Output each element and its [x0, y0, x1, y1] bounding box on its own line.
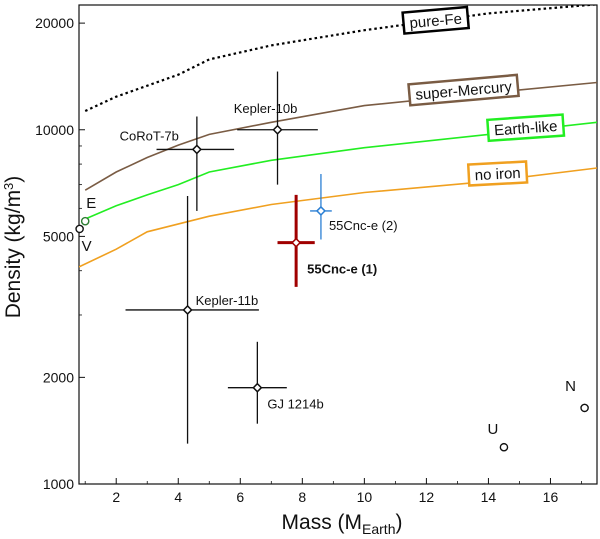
x-tick-label-6: 6: [236, 489, 244, 505]
solar-planet-v-marker: [75, 224, 84, 234]
y-tick-label-1000: 1000: [43, 476, 74, 492]
marker-corot-7b: [191, 144, 202, 155]
curve-label-box-pure-fe: [401, 5, 471, 35]
planet-55cnc-e-2: 55Cnc-e (2): [310, 174, 398, 240]
solar-planet-n: N: [565, 378, 589, 413]
label-55cnc-e-2: 55Cnc-e (2): [329, 218, 398, 233]
solar-planet-n-label: N: [565, 378, 576, 395]
curve-label-text-pure-fe: pure-Fe: [409, 11, 463, 33]
marker-kepler-11b: [182, 304, 193, 315]
x-axis-title: Mass (MEarth): [282, 511, 403, 537]
x-tick-label-12: 12: [419, 489, 435, 505]
curve-no-iron: [79, 167, 597, 268]
solar-planet-v-label: V: [82, 238, 92, 255]
solar-planet-e-marker: [80, 216, 90, 226]
x-tick-label-16: 16: [543, 489, 559, 505]
solar-planet-u-label: U: [488, 421, 499, 438]
curve-label-text-no-iron: no iron: [474, 165, 521, 184]
y-tick-label-20000: 20000: [35, 15, 74, 31]
x-tick-label-2: 2: [112, 489, 120, 505]
solar-planet-e-label: E: [86, 195, 96, 212]
curve-label-box-earth-like: [486, 113, 566, 143]
label-kepler-10b: Kepler-10b: [234, 101, 298, 116]
planet-corot-7b: CoRoT-7b: [120, 116, 235, 211]
curve-label-text-earth-like: Earth-like: [494, 118, 558, 139]
curve-earth-like: [84, 121, 597, 220]
curve-label-box-no-iron: [466, 160, 529, 187]
axis-ticks: 2 4 6 8 10 12 14 16 1000 2000 5000 10000 20000: [35, 15, 582, 505]
curve-label-super-mercury: super-Mercury: [407, 73, 520, 107]
y-tick-label-2000: 2000: [43, 369, 74, 385]
curve-label-pure-fe: pure-Fe: [401, 5, 471, 35]
solar-planet-v: V: [75, 224, 92, 255]
label-55cnc-e-1: 55Cnc-e (1): [307, 262, 377, 277]
marker-55cnc-e-2: [315, 205, 327, 216]
x-tick-label-8: 8: [298, 489, 306, 505]
y-axis-title: Density (kg/m3): [1, 176, 25, 319]
planet-kepler-11b: Kepler-11b: [125, 196, 259, 444]
planet-points: pure-Fe super-Mercury Earth-like no iron CoR…: [75, 5, 589, 452]
y-tick-label-10000: 10000: [35, 122, 74, 138]
planet-kepler-10b: Kepler-10b: [234, 71, 318, 185]
curve-label-earth-like: Earth-like: [486, 113, 566, 143]
label-gj-1214b: GJ 1214b: [267, 397, 323, 412]
marker-gj-1214b: [252, 382, 263, 393]
solar-planet-u-marker: [499, 442, 509, 452]
label-corot-7b: CoRoT-7b: [120, 128, 179, 143]
planet-55cnc-e-1: 55Cnc-e (1): [277, 194, 377, 287]
x-tick-label-14: 14: [481, 489, 497, 505]
x-tick-label-10: 10: [357, 489, 373, 505]
curve-pure-fe: [84, 5, 597, 112]
solar-planet-n-marker: [580, 403, 589, 413]
marker-55cnc-e-1: [291, 237, 302, 248]
label-kepler-11b: Kepler-11b: [196, 293, 259, 308]
plot-frame: [78, 4, 598, 485]
planet-gj-1214b: GJ 1214b: [227, 341, 324, 424]
y-tick-label-5000: 5000: [43, 228, 74, 244]
x-tick-label-4: 4: [174, 489, 182, 505]
solar-planet-u: U: [488, 421, 509, 452]
solar-planet-e: E: [80, 195, 96, 226]
curve-label-box-super-mercury: [407, 73, 520, 107]
marker-kepler-10b: [272, 124, 283, 135]
curve-label-no-iron: no iron: [466, 160, 529, 187]
